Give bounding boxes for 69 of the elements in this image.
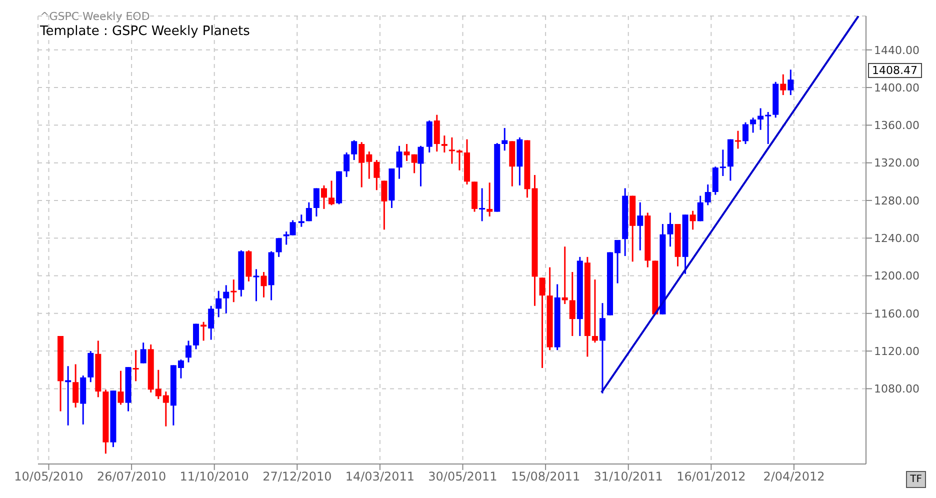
candlestick <box>223 284 230 314</box>
candlestick <box>230 278 237 303</box>
candlestick <box>569 271 576 337</box>
candlestick <box>351 139 358 161</box>
x-tick-label: 30/05/2011 <box>428 470 498 484</box>
candlestick <box>208 305 214 341</box>
candlestick <box>374 159 380 191</box>
candlestick <box>502 127 508 152</box>
candlestick <box>592 278 598 344</box>
candlestick <box>742 122 749 145</box>
candlestick <box>328 180 335 206</box>
candlestick <box>216 290 222 318</box>
candlestick <box>253 268 260 302</box>
text: 1408.47 <box>868 62 922 78</box>
candlestick <box>396 145 402 180</box>
candlestick <box>734 130 741 150</box>
candlestick <box>65 365 72 426</box>
candlestick <box>434 114 440 152</box>
candlestick <box>185 340 192 364</box>
x-tick-label: 14/03/2011 <box>345 470 415 484</box>
x-tick-label: 11/10/2010 <box>180 470 249 484</box>
candlestick <box>690 210 696 230</box>
y-tick-label: 1200.00 <box>874 270 920 283</box>
candlestick <box>276 237 282 258</box>
candlestick <box>788 68 794 96</box>
candlestick <box>441 134 448 154</box>
y-tick-label: 1360.00 <box>874 119 920 132</box>
candlestick <box>193 323 200 350</box>
x-tick-label: 15/08/2011 <box>510 470 580 484</box>
x-tick-label: 31/10/2011 <box>594 470 663 484</box>
x-tick-label: 2/04/2012 <box>763 470 825 484</box>
candlestick <box>260 271 267 298</box>
candlestick <box>344 152 350 178</box>
candlestick <box>539 276 546 369</box>
x-tick-label: 16/01/2012 <box>676 470 746 484</box>
candlestick <box>599 302 606 394</box>
candlestick <box>118 370 124 406</box>
candlestick <box>313 187 320 218</box>
candlestick <box>320 184 327 210</box>
text: Template : GSPC Weekly Planets <box>40 24 250 39</box>
button-box: TF <box>906 471 926 488</box>
candlestick <box>637 202 644 252</box>
candlestick <box>697 195 704 222</box>
candlestick <box>132 349 139 382</box>
candlestick <box>704 184 711 206</box>
candlestick <box>479 187 486 222</box>
y-tick-label: 1440.00 <box>874 44 920 57</box>
x-tick-label: 27/12/2010 <box>262 470 332 484</box>
chart-subtitle: ^GSPC Weekly EOD <box>40 10 150 23</box>
y-tick-label: 1280.00 <box>874 194 920 208</box>
candlestick <box>298 214 304 228</box>
candlestick <box>486 182 493 218</box>
candlestick <box>418 145 424 188</box>
y-tick-label: 1120.00 <box>874 344 920 358</box>
y-tick-label: 1160.00 <box>874 307 920 320</box>
y-tick-label: 1400.00 <box>874 81 920 94</box>
candlestick <box>72 363 79 408</box>
candlestick <box>200 321 207 342</box>
x-tick-label: 10/05/2010 <box>14 470 84 484</box>
candlestick <box>780 74 786 96</box>
candlestick <box>306 202 312 222</box>
y-tick-label: 1240.00 <box>874 232 920 246</box>
candlestick <box>750 116 756 134</box>
candlestick <box>667 212 674 248</box>
candlestick <box>381 180 388 230</box>
y-tick-label: 1080.00 <box>874 382 920 396</box>
y-tick-label: 1320.00 <box>874 156 920 170</box>
candlestick <box>140 342 146 364</box>
x-tick-label: 26/07/2010 <box>96 470 166 484</box>
